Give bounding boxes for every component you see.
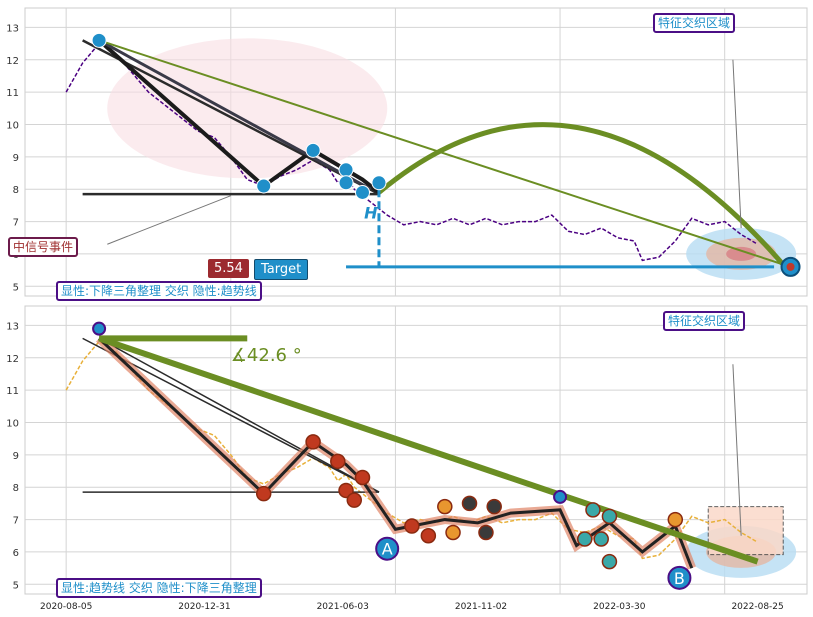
upper-trendline [98, 39, 372, 191]
h-label: H [364, 203, 378, 222]
top-legend-label: 显性:下降三角整理 交织 隐性:趋势线 [56, 281, 262, 301]
y-tick-label: 11 [6, 88, 19, 99]
feature-zone-core [726, 246, 757, 261]
arc-arrow [377, 122, 785, 266]
feature-pointer [732, 364, 742, 536]
event-dot [461, 495, 478, 512]
event-dot [346, 492, 363, 508]
pivot-dot [371, 175, 387, 191]
y-tick-label: 8 [13, 483, 19, 494]
event-dot [420, 528, 437, 544]
feature-pointer [732, 59, 742, 229]
event-dot [445, 524, 461, 541]
event-dot [404, 518, 420, 534]
price-line-top [65, 42, 758, 262]
bottom-feature-zone-label: 特征交织区域 [663, 311, 746, 331]
event-dot [437, 498, 453, 515]
event-dot [601, 508, 618, 525]
marker-b-label: B [674, 569, 685, 588]
target-value-box: 5.54 [208, 259, 249, 278]
target-label-box: Target [254, 259, 309, 280]
y-tick-label: 12 [6, 354, 19, 365]
angle-label: ∡42.6 ° [231, 345, 302, 366]
event-dot [478, 524, 494, 541]
y-tick-label: 10 [6, 418, 19, 429]
top-feature-zone-label: 特征交织区域 [653, 13, 736, 33]
marker-b-circle [667, 565, 692, 590]
x-tick-label: 2021-06-03 [317, 602, 369, 612]
y-tick-label: 13 [6, 23, 19, 34]
x-tick-label: 2020-12-31 [178, 602, 230, 612]
marker-a-circle [375, 536, 400, 561]
mid-signal-label: 中信号事件 [8, 237, 79, 257]
event-dot [576, 531, 593, 547]
signal-pointer [107, 195, 231, 245]
event-dot [601, 553, 618, 570]
pivot-dot [338, 162, 354, 178]
event-dot [255, 485, 272, 502]
y-tick-label: 13 [6, 321, 19, 332]
x-tick-label: 2021-11-02 [455, 602, 507, 612]
zigzag-line [98, 337, 694, 569]
pivot-dot [354, 184, 370, 200]
trendline [98, 39, 791, 268]
event-dot [486, 498, 502, 515]
y-tick-label: 5 [13, 580, 19, 591]
x-tick-label: 2022-03-30 [593, 602, 646, 612]
event-dot [667, 511, 684, 528]
trendline [98, 335, 759, 565]
x-tick-label: 2022-08-25 [731, 602, 783, 612]
start-dot [92, 321, 107, 336]
y-tick-label: 6 [13, 548, 19, 559]
y-tick-label: 7 [13, 516, 19, 527]
pivot-dot [256, 178, 272, 194]
event-dot [338, 482, 354, 499]
event-dot [330, 453, 346, 470]
y-tick-label: 11 [6, 386, 19, 397]
pivot-dot [305, 142, 321, 158]
y-tick-label: 12 [6, 56, 19, 67]
plot-area [24, 305, 808, 595]
y-tick-label: 8 [13, 185, 19, 196]
event-dot [585, 502, 601, 518]
y-tick-label: 9 [13, 451, 19, 462]
event-dot [305, 434, 321, 450]
highlight-ellipse [107, 38, 388, 179]
x-tick-label: 2020-08-05 [40, 602, 92, 612]
target-dot-core [786, 262, 795, 271]
pivot-dot [338, 175, 354, 191]
bottom-legend-label: 显性:趋势线 交织 隐性:下降三角整理 [56, 578, 262, 598]
event-dot [593, 531, 609, 547]
pivot-dot [91, 32, 107, 48]
y-tick-label: 9 [13, 153, 19, 164]
y-tick-label: 7 [13, 218, 19, 229]
pivot-dot [553, 489, 568, 504]
y-tick-label: 10 [6, 120, 19, 131]
y-tick-label: 5 [13, 282, 19, 293]
event-dot [354, 469, 371, 486]
marker-a-label: A [382, 540, 393, 559]
